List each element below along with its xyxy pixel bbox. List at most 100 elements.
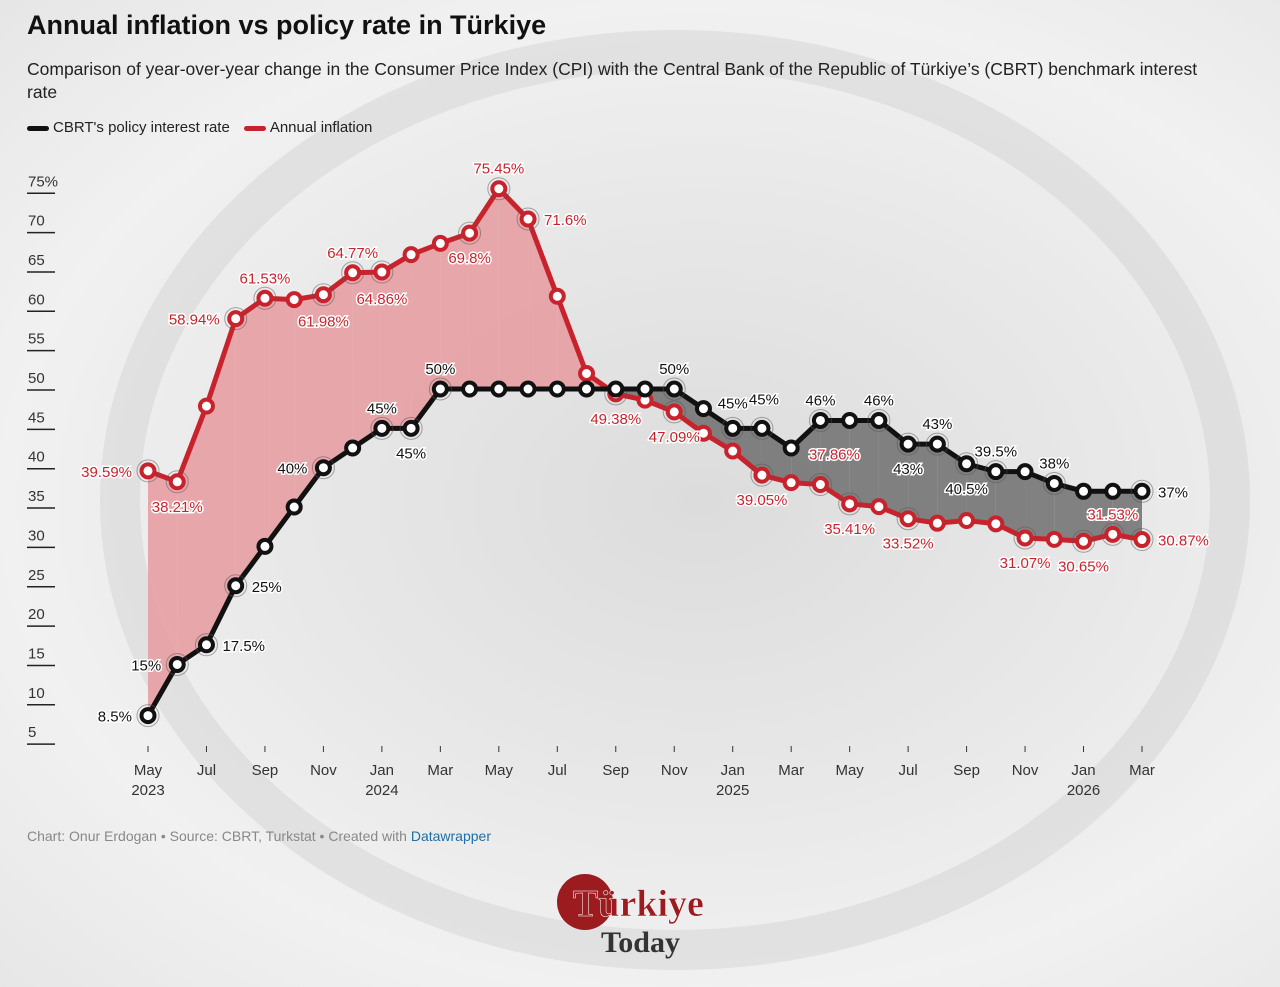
inflation-point-halo	[808, 473, 832, 497]
inflation-point-halo	[750, 463, 774, 487]
inflation-point-halo	[487, 177, 511, 201]
inflation-point	[256, 289, 274, 307]
rate-data-label: 45%	[718, 395, 748, 412]
inflation-point	[841, 495, 859, 513]
area-between	[849, 420, 879, 507]
rate-point	[402, 419, 420, 437]
y-tick-label: 45	[28, 409, 45, 426]
area-between	[1112, 491, 1142, 540]
rate-point-halo	[165, 652, 189, 676]
x-tick-label: Jul	[197, 762, 216, 779]
y-tick-label: 10	[28, 685, 45, 702]
inflation-data-label: 47.09%	[649, 429, 700, 446]
rate-point	[197, 636, 215, 654]
area-between	[645, 389, 675, 412]
y-tick-label: 75%	[28, 173, 58, 190]
area-between	[148, 470, 178, 716]
inflation-data-label: 31.53%	[1087, 506, 1138, 523]
y-tick-label: 70	[28, 213, 45, 230]
x-tick-label: Mar	[427, 762, 453, 779]
rate-point	[753, 419, 771, 437]
rate-point	[1104, 482, 1122, 500]
area-between	[1025, 471, 1055, 540]
rate-point-halo	[428, 377, 452, 401]
rate-data-label: 43%	[922, 416, 952, 433]
x-tick-label: May	[134, 762, 163, 779]
rate-data-label: 45%	[749, 391, 779, 408]
rate-point	[285, 498, 303, 516]
chart-subtitle: Comparison of year-over-year change in t…	[27, 59, 1198, 102]
inflation-point	[665, 403, 683, 421]
inflation-point	[694, 424, 712, 442]
inflation-point	[402, 246, 420, 264]
rate-data-label: 40.5%	[945, 481, 988, 498]
rate-data-label: 50%	[425, 361, 455, 378]
inflation-point-halo	[1101, 522, 1125, 546]
rate-data-label: 46%	[864, 392, 894, 409]
rate-data-label: 8.5%	[98, 709, 132, 726]
inflation-point	[578, 364, 596, 382]
x-tick-label: Sep	[252, 762, 279, 779]
inflation-data-label: 39.05%	[737, 492, 788, 509]
inflation-point	[519, 210, 537, 228]
inflation-point	[373, 263, 391, 281]
rate-point-halo	[370, 416, 394, 440]
inflation-point-halo	[1072, 529, 1096, 553]
rate-point	[782, 439, 800, 457]
x-tick-label: Jan	[721, 762, 745, 779]
inflation-point-halo	[516, 207, 540, 231]
inflation-data-label: 64.77%	[327, 245, 378, 262]
rate-point	[899, 435, 917, 453]
rate-data-label: 50%	[659, 361, 689, 378]
rate-point	[1016, 463, 1034, 481]
area-between	[411, 243, 441, 429]
rate-point	[870, 411, 888, 429]
rate-point	[431, 380, 449, 398]
x-tick-label: Mar	[1129, 762, 1155, 779]
inflation-point	[168, 473, 186, 491]
rate-point-halo	[721, 416, 745, 440]
legend-label-inflation: Annual inflation	[269, 119, 373, 136]
inflation-point-halo	[253, 286, 277, 310]
inflation-data-label: 61.53%	[240, 270, 291, 287]
area-between	[264, 298, 295, 547]
inflation-data-label: 35.41%	[824, 521, 875, 538]
rate-point-halo	[925, 432, 949, 456]
rate-point	[490, 380, 508, 398]
rate-data-label: 45%	[367, 400, 397, 417]
rate-point	[461, 380, 479, 398]
rate-point	[928, 435, 946, 453]
inflation-point	[344, 264, 362, 282]
area-between	[206, 318, 236, 645]
legend-swatch-rate	[27, 125, 49, 131]
rate-point	[373, 419, 391, 437]
rate-data-label: 17.5%	[222, 638, 265, 655]
datawrapper-link[interactable]: Datawrapper	[410, 828, 491, 844]
y-tick-label: 20	[28, 606, 45, 623]
x-tick-label: Jul	[899, 762, 918, 779]
y-tick-label: 15	[28, 645, 45, 662]
inflation-data-label: 64.86%	[356, 291, 407, 308]
rate-point	[168, 655, 186, 673]
area-between	[1054, 483, 1084, 542]
area-between	[908, 444, 938, 524]
x-tick-year: 2025	[716, 782, 749, 799]
rate-data-label: 45%	[396, 445, 426, 462]
inflation-point-halo	[896, 507, 920, 531]
area-between	[703, 408, 733, 452]
rate-point-halo	[662, 377, 686, 401]
x-tick-label: Jan	[1071, 762, 1095, 779]
inflation-point	[753, 466, 771, 484]
inflation-data-label: 30.87%	[1158, 533, 1209, 550]
inflation-point	[870, 498, 888, 516]
chart-title: Annual inflation vs policy rate in Türki…	[27, 10, 547, 40]
x-tick-label: Jan	[370, 762, 394, 779]
rate-point	[227, 577, 245, 595]
inflation-point	[1133, 531, 1151, 549]
rate-point	[636, 380, 654, 398]
rate-point-halo	[194, 633, 218, 657]
area-between	[323, 272, 353, 468]
area-between	[674, 389, 704, 434]
rate-point-halo	[750, 416, 774, 440]
